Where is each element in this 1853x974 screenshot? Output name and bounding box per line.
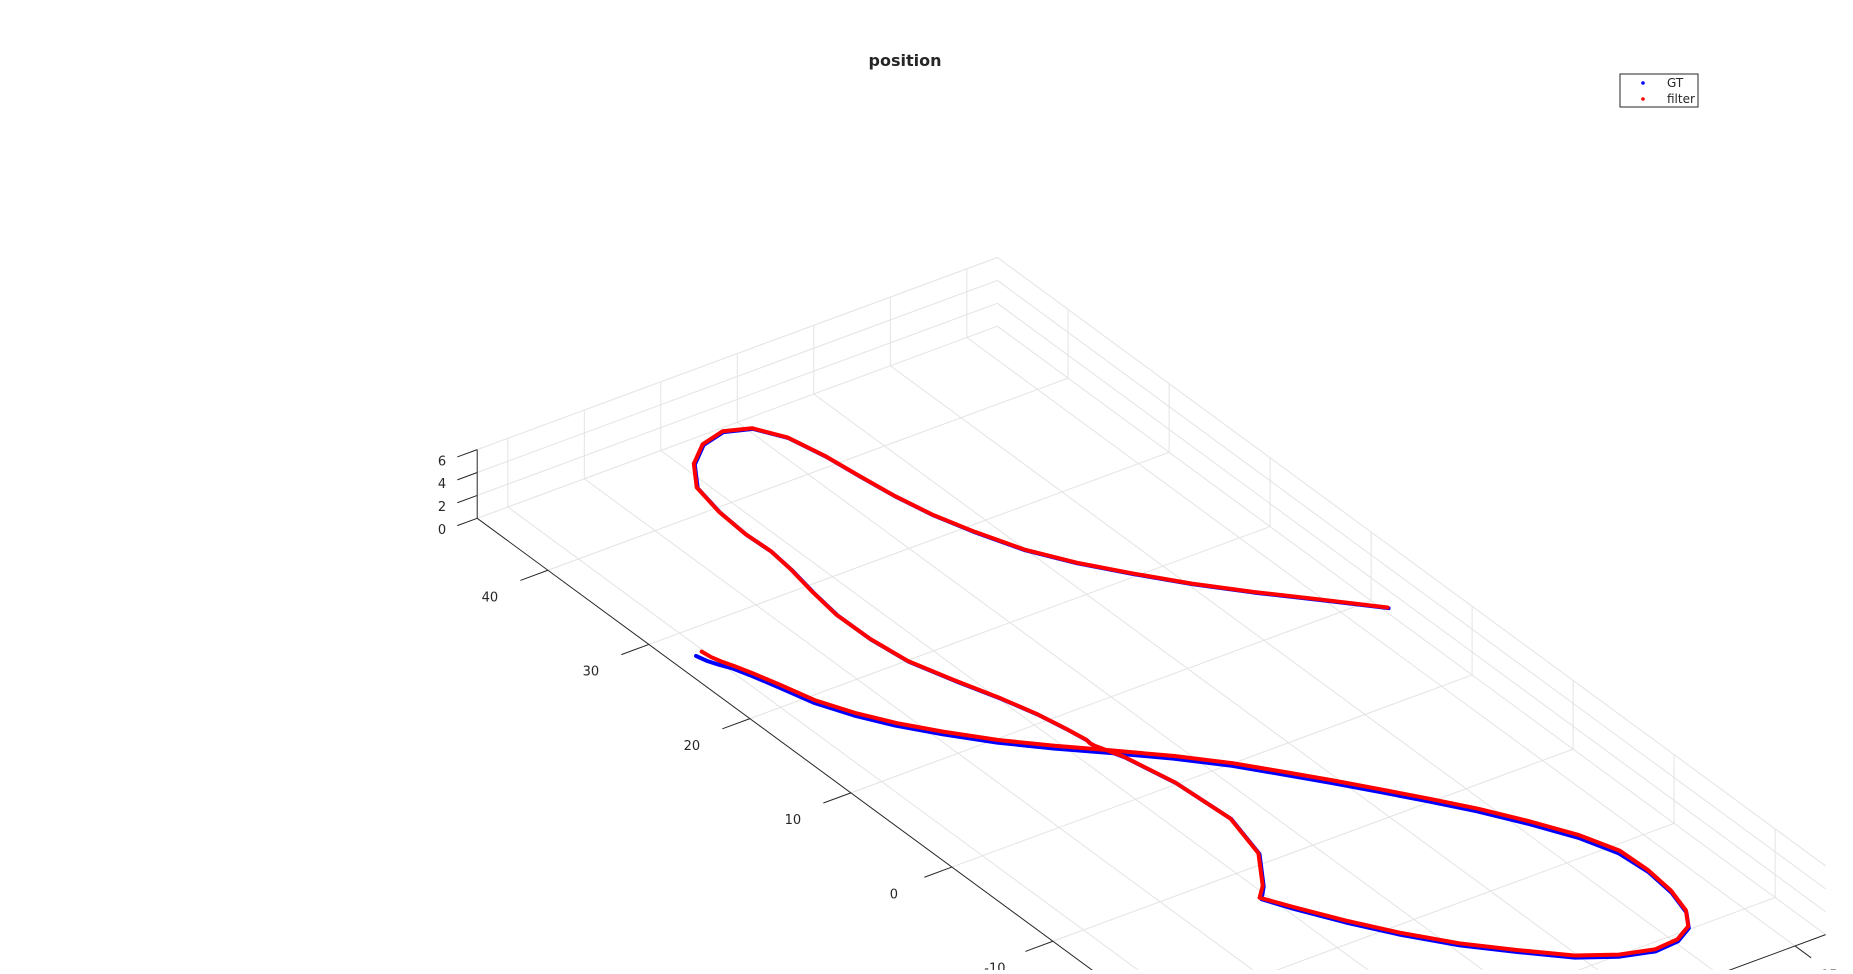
z-tick-mark — [457, 472, 478, 481]
grid-line-floor-x — [507, 506, 1145, 974]
grid-line-floor-y — [648, 451, 1170, 645]
grid-line-floor-x — [584, 478, 1260, 974]
grid-line-backwall-z — [477, 302, 998, 496]
y-tick-mark — [1025, 940, 1054, 952]
series-line-filter — [691, 426, 1691, 958]
z-tick-mark — [457, 517, 478, 527]
series-line-gt — [692, 426, 1691, 960]
y-tick-label: 40 — [482, 590, 499, 605]
y-tick-label: -10 — [984, 961, 1005, 970]
z-tick-label: 6 — [438, 454, 446, 469]
grid-line-floor-y — [850, 600, 1372, 794]
x-tick-mark — [1794, 945, 1812, 959]
grid-line-floor-y — [547, 377, 1069, 571]
grid-line-floor-x — [660, 450, 1375, 974]
grid-line-backwall-z — [477, 325, 998, 519]
grid-line-floor-y — [749, 526, 1271, 720]
legend: GT filter — [1619, 73, 1699, 108]
y-tick-mark — [924, 866, 953, 878]
grid-line-backwall-z — [477, 257, 998, 451]
y-tick-mark — [520, 569, 549, 581]
grid-layer — [477, 257, 1826, 974]
z-tick-label: 2 — [438, 500, 446, 515]
y-tick-label: 20 — [684, 739, 701, 754]
z-tick-mark — [457, 449, 478, 458]
legend-label: GT — [1667, 76, 1684, 90]
grid-line-sidewall-z — [997, 280, 1826, 890]
grid-line-floor-x — [890, 365, 1719, 974]
legend-box — [1619, 73, 1699, 108]
z-tick-label: 0 — [438, 523, 446, 538]
series-layer — [691, 426, 1691, 960]
grid-line-floor-y — [1052, 748, 1574, 942]
grid-line-floor-x — [737, 421, 1490, 974]
legend-marker — [1641, 81, 1645, 85]
y-tick-label: 30 — [583, 665, 600, 680]
grid-line-floor-y — [1566, 897, 1776, 974]
grid-line-sidewall-z — [997, 302, 1826, 913]
y-tick-mark — [722, 718, 751, 730]
y-tick-label: 10 — [785, 813, 802, 828]
grid-line-floor-x — [966, 337, 1796, 947]
grid-line-sidewall-z — [997, 325, 1826, 936]
y-tick-mark — [621, 643, 650, 656]
grid-line-backwall-z — [477, 279, 998, 473]
y-tick-mark — [823, 792, 852, 804]
z-tick-label: 4 — [438, 477, 446, 492]
chart-title: position — [869, 51, 942, 70]
z-tick-mark — [457, 494, 478, 504]
legend-marker — [1641, 97, 1645, 101]
grid-line-floor-x — [813, 393, 1605, 974]
grid-line-sidewall-z — [997, 257, 1826, 867]
x-axis-line — [1717, 934, 1826, 974]
grid-line-floor-y — [1264, 822, 1675, 974]
y-tick-label: 0 — [890, 887, 898, 902]
grid-line-floor-y — [951, 674, 1473, 868]
y-axis-line — [476, 517, 1099, 974]
legend-label: filter — [1667, 92, 1695, 106]
